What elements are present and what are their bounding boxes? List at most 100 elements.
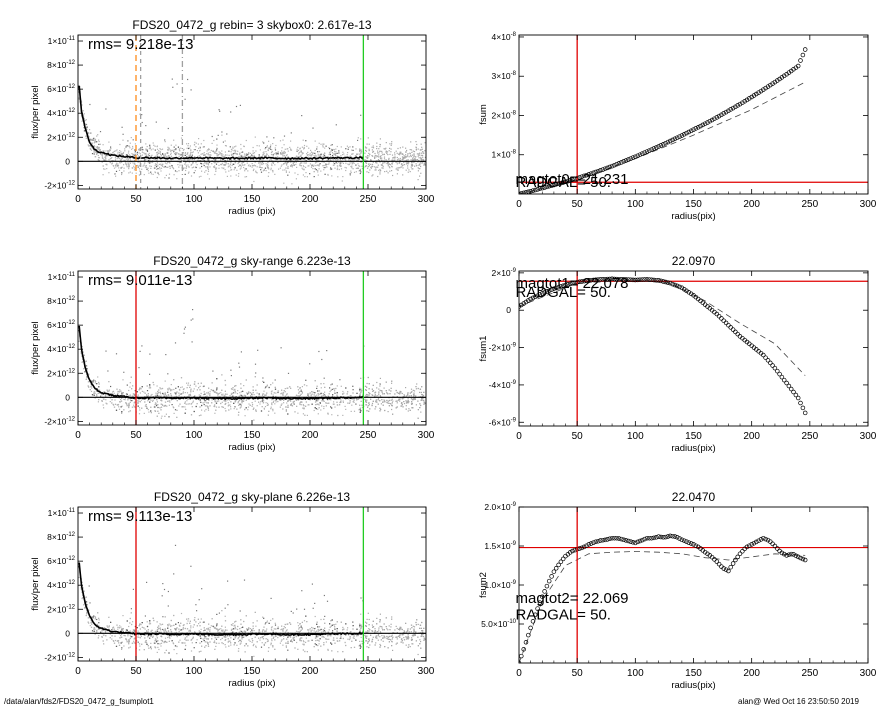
noise-point <box>141 154 143 156</box>
noise-point <box>131 153 133 155</box>
noise-point <box>138 149 140 152</box>
noise-point <box>347 163 349 165</box>
noise-point <box>270 384 272 386</box>
noise-point <box>159 168 161 170</box>
noise-point <box>265 155 267 157</box>
noise-point <box>255 389 257 391</box>
noise-point <box>121 172 123 174</box>
noise-point <box>294 172 296 174</box>
noise-point <box>379 377 381 379</box>
noise-point <box>108 151 110 153</box>
noise-point <box>239 161 241 163</box>
outlier-point <box>257 349 259 351</box>
noise-point <box>311 153 314 155</box>
noise-point <box>230 167 232 169</box>
noise-point <box>361 406 363 409</box>
noise-point <box>328 147 330 149</box>
noise-point <box>412 159 414 161</box>
noise-point <box>90 142 92 144</box>
noise-point <box>113 153 115 155</box>
noise-point <box>315 169 317 171</box>
noise-point <box>407 162 409 164</box>
noise-point <box>93 153 95 155</box>
noise-point <box>342 400 344 402</box>
noise-point <box>204 154 206 156</box>
noise-point <box>99 149 101 151</box>
noise-point <box>131 395 134 397</box>
noise-point <box>391 398 393 400</box>
noise-point <box>225 410 227 412</box>
noise-point <box>109 148 111 151</box>
noise-point <box>403 401 405 403</box>
noise-point <box>117 392 119 394</box>
noise-point <box>203 403 205 406</box>
noise-point <box>203 146 205 148</box>
noise-point <box>126 403 128 405</box>
noise-point <box>268 172 270 174</box>
noise-point <box>368 394 370 396</box>
noise-point <box>346 393 348 395</box>
noise-point <box>351 165 353 167</box>
noise-point <box>214 173 216 176</box>
noise-point <box>272 408 274 410</box>
noise-point <box>149 165 151 167</box>
noise-point <box>355 171 357 173</box>
noise-point <box>210 149 212 152</box>
noise-point <box>121 154 123 156</box>
noise-point <box>314 168 316 170</box>
noise-point <box>214 162 216 164</box>
noise-point <box>301 167 303 169</box>
noise-point <box>181 406 183 408</box>
noise-point <box>214 412 216 414</box>
noise-point <box>123 409 125 411</box>
noise-point <box>263 390 265 392</box>
noise-point <box>193 388 195 390</box>
noise-point <box>319 393 321 395</box>
noise-point <box>283 390 285 392</box>
noise-point <box>223 164 225 166</box>
noise-point <box>292 401 294 403</box>
noise-point <box>150 399 152 401</box>
noise-point <box>147 167 149 169</box>
y-axis-label: flux/per pixel <box>30 321 41 374</box>
noise-point <box>314 407 316 409</box>
noise-point <box>386 162 388 164</box>
noise-point <box>347 402 349 404</box>
noise-point <box>419 152 421 154</box>
noise-point <box>154 402 157 404</box>
noise-point <box>175 152 177 154</box>
noise-point <box>350 172 352 174</box>
noise-point <box>116 158 118 160</box>
noise-point <box>159 387 161 389</box>
noise-point <box>256 166 258 168</box>
noise-point <box>301 162 303 164</box>
noise-point <box>297 386 299 388</box>
noise-point <box>365 395 367 397</box>
noise-point <box>305 140 307 142</box>
noise-point <box>366 157 368 159</box>
outlier-point <box>235 105 238 108</box>
noise-point <box>339 162 341 164</box>
noise-point <box>330 155 332 157</box>
noise-point <box>137 166 139 168</box>
noise-point <box>264 167 267 169</box>
outlier-point <box>238 366 241 368</box>
noise-point <box>201 165 203 168</box>
noise-point <box>196 164 198 166</box>
noise-point <box>337 398 339 400</box>
noise-point <box>396 163 398 165</box>
noise-point <box>81 345 83 348</box>
noise-point <box>339 404 341 406</box>
noise-point <box>315 165 317 167</box>
noise-point <box>201 409 203 411</box>
noise-point <box>252 389 254 391</box>
noise-point <box>283 182 285 184</box>
noise-point <box>164 153 166 155</box>
noise-point <box>217 394 219 396</box>
noise-point <box>256 384 258 386</box>
noise-point <box>93 379 95 381</box>
noise-point <box>300 165 302 167</box>
noise-point <box>138 413 141 415</box>
noise-point <box>162 404 164 406</box>
noise-point <box>84 119 86 122</box>
